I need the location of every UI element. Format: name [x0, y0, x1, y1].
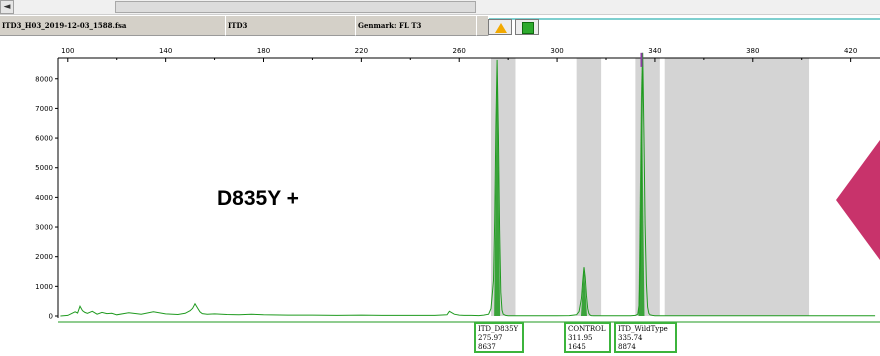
panel-name-field: Genmark: FL T3: [356, 16, 477, 36]
y-tick-label: 4000: [35, 194, 53, 202]
peak-annotation-control[interactable]: CONTROL 311.95 1645: [564, 322, 611, 353]
file-name-field: ITD3_H03_2019-12-03_1588.fsa: [0, 16, 226, 36]
trace-line: [60, 52, 876, 317]
plot-axes: 100 140 180 220 260 300 340 380 420 0 1000 2000 3000…: [35, 47, 880, 323]
sample-info-bar: ITD3_H03_2019-12-03_1588.fsa ITD3 Genmar…: [0, 16, 880, 36]
annotation-size: 311.95: [568, 334, 593, 342]
annotation-size: 335.74: [618, 334, 643, 342]
x-tick-label: 380: [746, 47, 759, 55]
y-tick-label: 3000: [35, 224, 53, 232]
sample-name-field: ITD3: [226, 16, 356, 36]
info-divider: [489, 18, 880, 20]
y-tick-label: 0: [49, 313, 53, 321]
x-tick-label: 220: [355, 47, 368, 55]
x-tick-label: 340: [648, 47, 661, 55]
bin-region: [576, 58, 602, 316]
annotation-name: ITD_WildType: [618, 325, 668, 333]
y-tick-label: 7000: [35, 105, 53, 113]
mutation-label: D835Y +: [217, 187, 299, 210]
scroll-left-arrow-icon[interactable]: ◄: [0, 0, 14, 14]
y-tick-label: 5000: [35, 164, 53, 172]
x-tick-label: 420: [844, 47, 857, 55]
green-status-icon: [522, 22, 534, 34]
x-tick-label: 260: [453, 47, 466, 55]
electropherogram-plot[interactable]: 100 140 180 220 260 300 340 380 420 0 1000 2000 3000…: [0, 36, 880, 356]
x-tick-label: 100: [61, 47, 74, 55]
y-tick-label: 6000: [35, 135, 53, 143]
annotation-height: 8637: [478, 343, 496, 351]
y-tick-label: 2000: [35, 253, 53, 261]
bin-regions: [491, 58, 810, 316]
pink-diamond-shape: [836, 140, 880, 260]
trace-layer: [60, 52, 876, 317]
bin-region: [664, 58, 810, 316]
scroll-thumb[interactable]: [115, 1, 476, 13]
horizontal-scrollbar[interactable]: ◄: [0, 0, 880, 15]
y-tick-label: 1000: [35, 283, 53, 291]
x-tick-label: 180: [257, 47, 270, 55]
y-tick-label: 8000: [35, 75, 53, 83]
warning-button[interactable]: [488, 19, 512, 35]
status-button[interactable]: [515, 19, 539, 35]
peak-annotation-itd-wildtype[interactable]: ITD_WildType 335.74 8874: [614, 322, 677, 353]
x-tick-label: 140: [159, 47, 172, 55]
peak-annotation-itd-d835y[interactable]: ITD_D835Y 275.97 8637: [474, 322, 524, 353]
peak-fill: [638, 52, 645, 317]
peak-fill: [494, 59, 501, 316]
x-tick-label: 300: [550, 47, 563, 55]
peak-fill: [580, 267, 587, 316]
annotation-name: ITD_D835Y: [478, 325, 519, 333]
annotation-size: 275.97: [478, 334, 503, 342]
annotation-name: CONTROL: [568, 325, 606, 333]
warning-triangle-icon: [495, 23, 507, 33]
annotation-height: 8874: [618, 343, 636, 351]
annotation-height: 1645: [568, 343, 586, 351]
